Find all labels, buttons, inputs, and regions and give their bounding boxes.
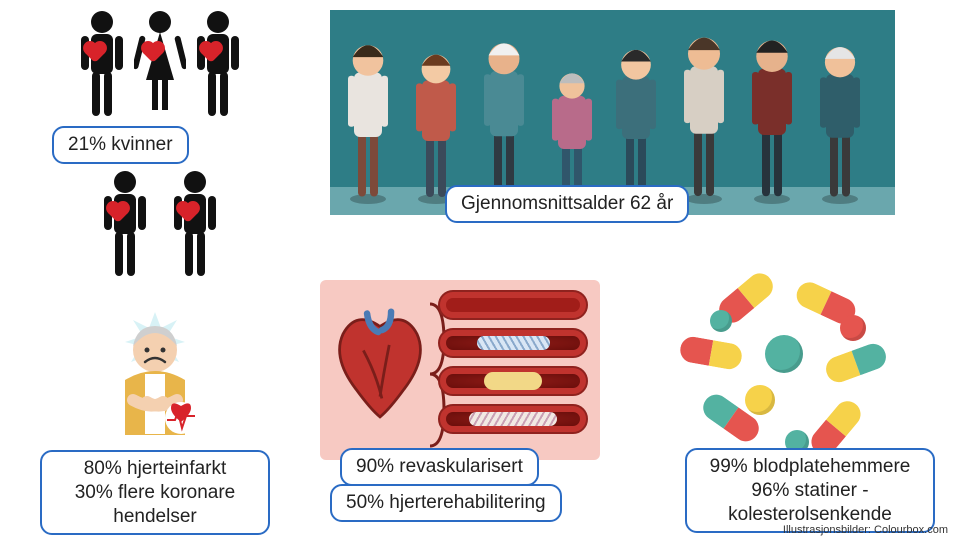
artery-plaque (438, 366, 588, 396)
lineup-person (340, 35, 396, 205)
person-female-icon (134, 10, 186, 120)
txt-elder-1: 80% hjerteinfarkt (84, 458, 227, 479)
label-medications: 99% blodplatehemmere 96% statiner - kole… (685, 448, 935, 533)
round-pill-icon (840, 315, 866, 341)
lineup-person (608, 40, 664, 205)
lineup-person (812, 37, 868, 205)
person-male-icon (99, 170, 151, 280)
heart-attack-icon (80, 310, 230, 460)
lineup-person (408, 45, 464, 205)
image-credit: Illustrasjonsbilder: Colourbox.com (783, 524, 948, 536)
label-heart-attack-stats: 80% hjerteinfarkt 30% flere koronare hen… (40, 450, 270, 535)
round-pill-icon (710, 310, 732, 332)
txt-elder-2: 30% flere koronare (75, 482, 236, 503)
revascularization-panel (320, 280, 600, 460)
artery-healthy (438, 290, 588, 320)
medication-panel (675, 275, 895, 465)
round-pill-icon (745, 385, 775, 415)
round-pill-icon (765, 335, 803, 373)
lineup-person (544, 65, 600, 205)
anatomical-heart-icon (332, 308, 428, 428)
txt-meds-1: 99% blodplatehemmere (710, 456, 911, 477)
txt-meds-2: 96% statiner - (751, 480, 868, 501)
artery-stent2 (438, 404, 588, 434)
person-male-icon (169, 170, 221, 280)
lineup-person (476, 33, 532, 205)
label-women-percent: 21% kvinner (52, 126, 189, 164)
capsule-pill-icon (822, 340, 889, 386)
person-male-icon (76, 10, 128, 120)
txt-elder-3: hendelser (113, 506, 196, 527)
capsule-pill-icon (678, 335, 744, 371)
txt-meds-3: kolesterolsenkende (728, 504, 892, 525)
label-revascularized: 90% revaskularisert (340, 448, 539, 486)
label-rehabilitation: 50% hjerterehabilitering (330, 484, 562, 522)
person-male-icon (192, 10, 244, 120)
label-average-age: Gjennomsnittsalder 62 år (445, 185, 689, 223)
lineup-person (676, 27, 732, 205)
lineup-person (744, 30, 800, 205)
artery-stent (438, 328, 588, 358)
